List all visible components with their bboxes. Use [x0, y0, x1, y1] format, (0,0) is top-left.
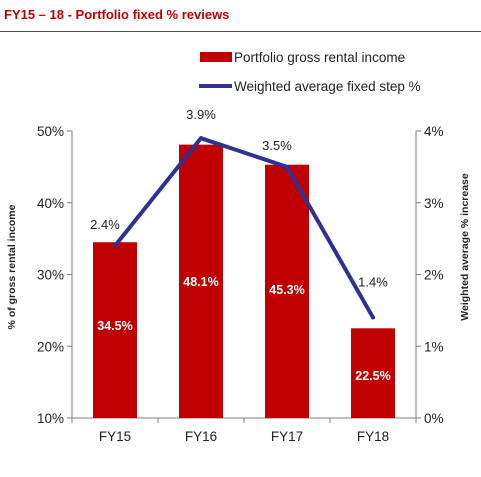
y-tick-label: 40%	[37, 196, 64, 211]
y2-axis-label: Weighted average % increase	[459, 173, 471, 321]
line-data-label: 3.5%	[262, 138, 292, 153]
x-tick-label: FY17	[271, 429, 303, 444]
line-layer	[113, 136, 375, 320]
y-tick-label: 50%	[37, 124, 64, 139]
x-tick-label: FY18	[357, 429, 389, 444]
bar	[351, 328, 395, 418]
title-divider	[0, 31, 481, 32]
bar-data-label: 34.5%	[97, 319, 132, 333]
line-point	[285, 164, 289, 169]
bar-data-label: 45.3%	[269, 283, 304, 297]
line-data-label: 3.9%	[186, 107, 216, 122]
y2-tick-label: 1%	[424, 339, 444, 354]
labels-layer: 34.5% 48.1% 45.3% 22.5% 2.4% 3.9% 3.5% 1.4%	[90, 107, 391, 383]
y2-tick-label: 2%	[424, 268, 444, 283]
axes-layer: 10% 20% 30% 40% 50% 0% 1% 2% 3% 4% FY15 FY16 FY17 FY1…	[37, 124, 444, 444]
y-tick-label: 30%	[37, 268, 64, 283]
bar	[265, 164, 309, 418]
line-data-label: 2.4%	[90, 217, 120, 232]
chart-title: FY15 – 18 - Portfolio fixed % reviews	[4, 7, 230, 22]
x-tick-label: FY15	[99, 429, 131, 444]
legend-swatch-bar	[200, 52, 232, 62]
bars-layer	[93, 144, 395, 418]
line-data-label: 1.4%	[358, 275, 388, 290]
bar-data-label: 22.5%	[355, 369, 390, 383]
bar-data-label: 48.1%	[183, 275, 218, 289]
y-tick-label: 20%	[37, 339, 64, 354]
y2-tick-label: 3%	[424, 196, 444, 211]
y2-tick-label: 0%	[424, 411, 444, 426]
series-line	[113, 136, 375, 319]
y2-tick-label: 4%	[424, 124, 444, 139]
y-tick-label: 10%	[37, 411, 64, 426]
y-axis-label: % of gross rental income	[6, 204, 18, 329]
legend-label-bar: Portfolio gross rental income	[234, 50, 405, 65]
bar	[179, 144, 223, 418]
line-point	[371, 315, 375, 320]
legend-label-line: Weighted average fixed step %	[234, 79, 421, 94]
legend: Portfolio gross rental income Weighted a…	[199, 50, 421, 94]
line-point	[199, 136, 203, 141]
x-tick-label: FY16	[185, 429, 217, 444]
bar	[93, 242, 137, 418]
line-point	[113, 243, 117, 248]
